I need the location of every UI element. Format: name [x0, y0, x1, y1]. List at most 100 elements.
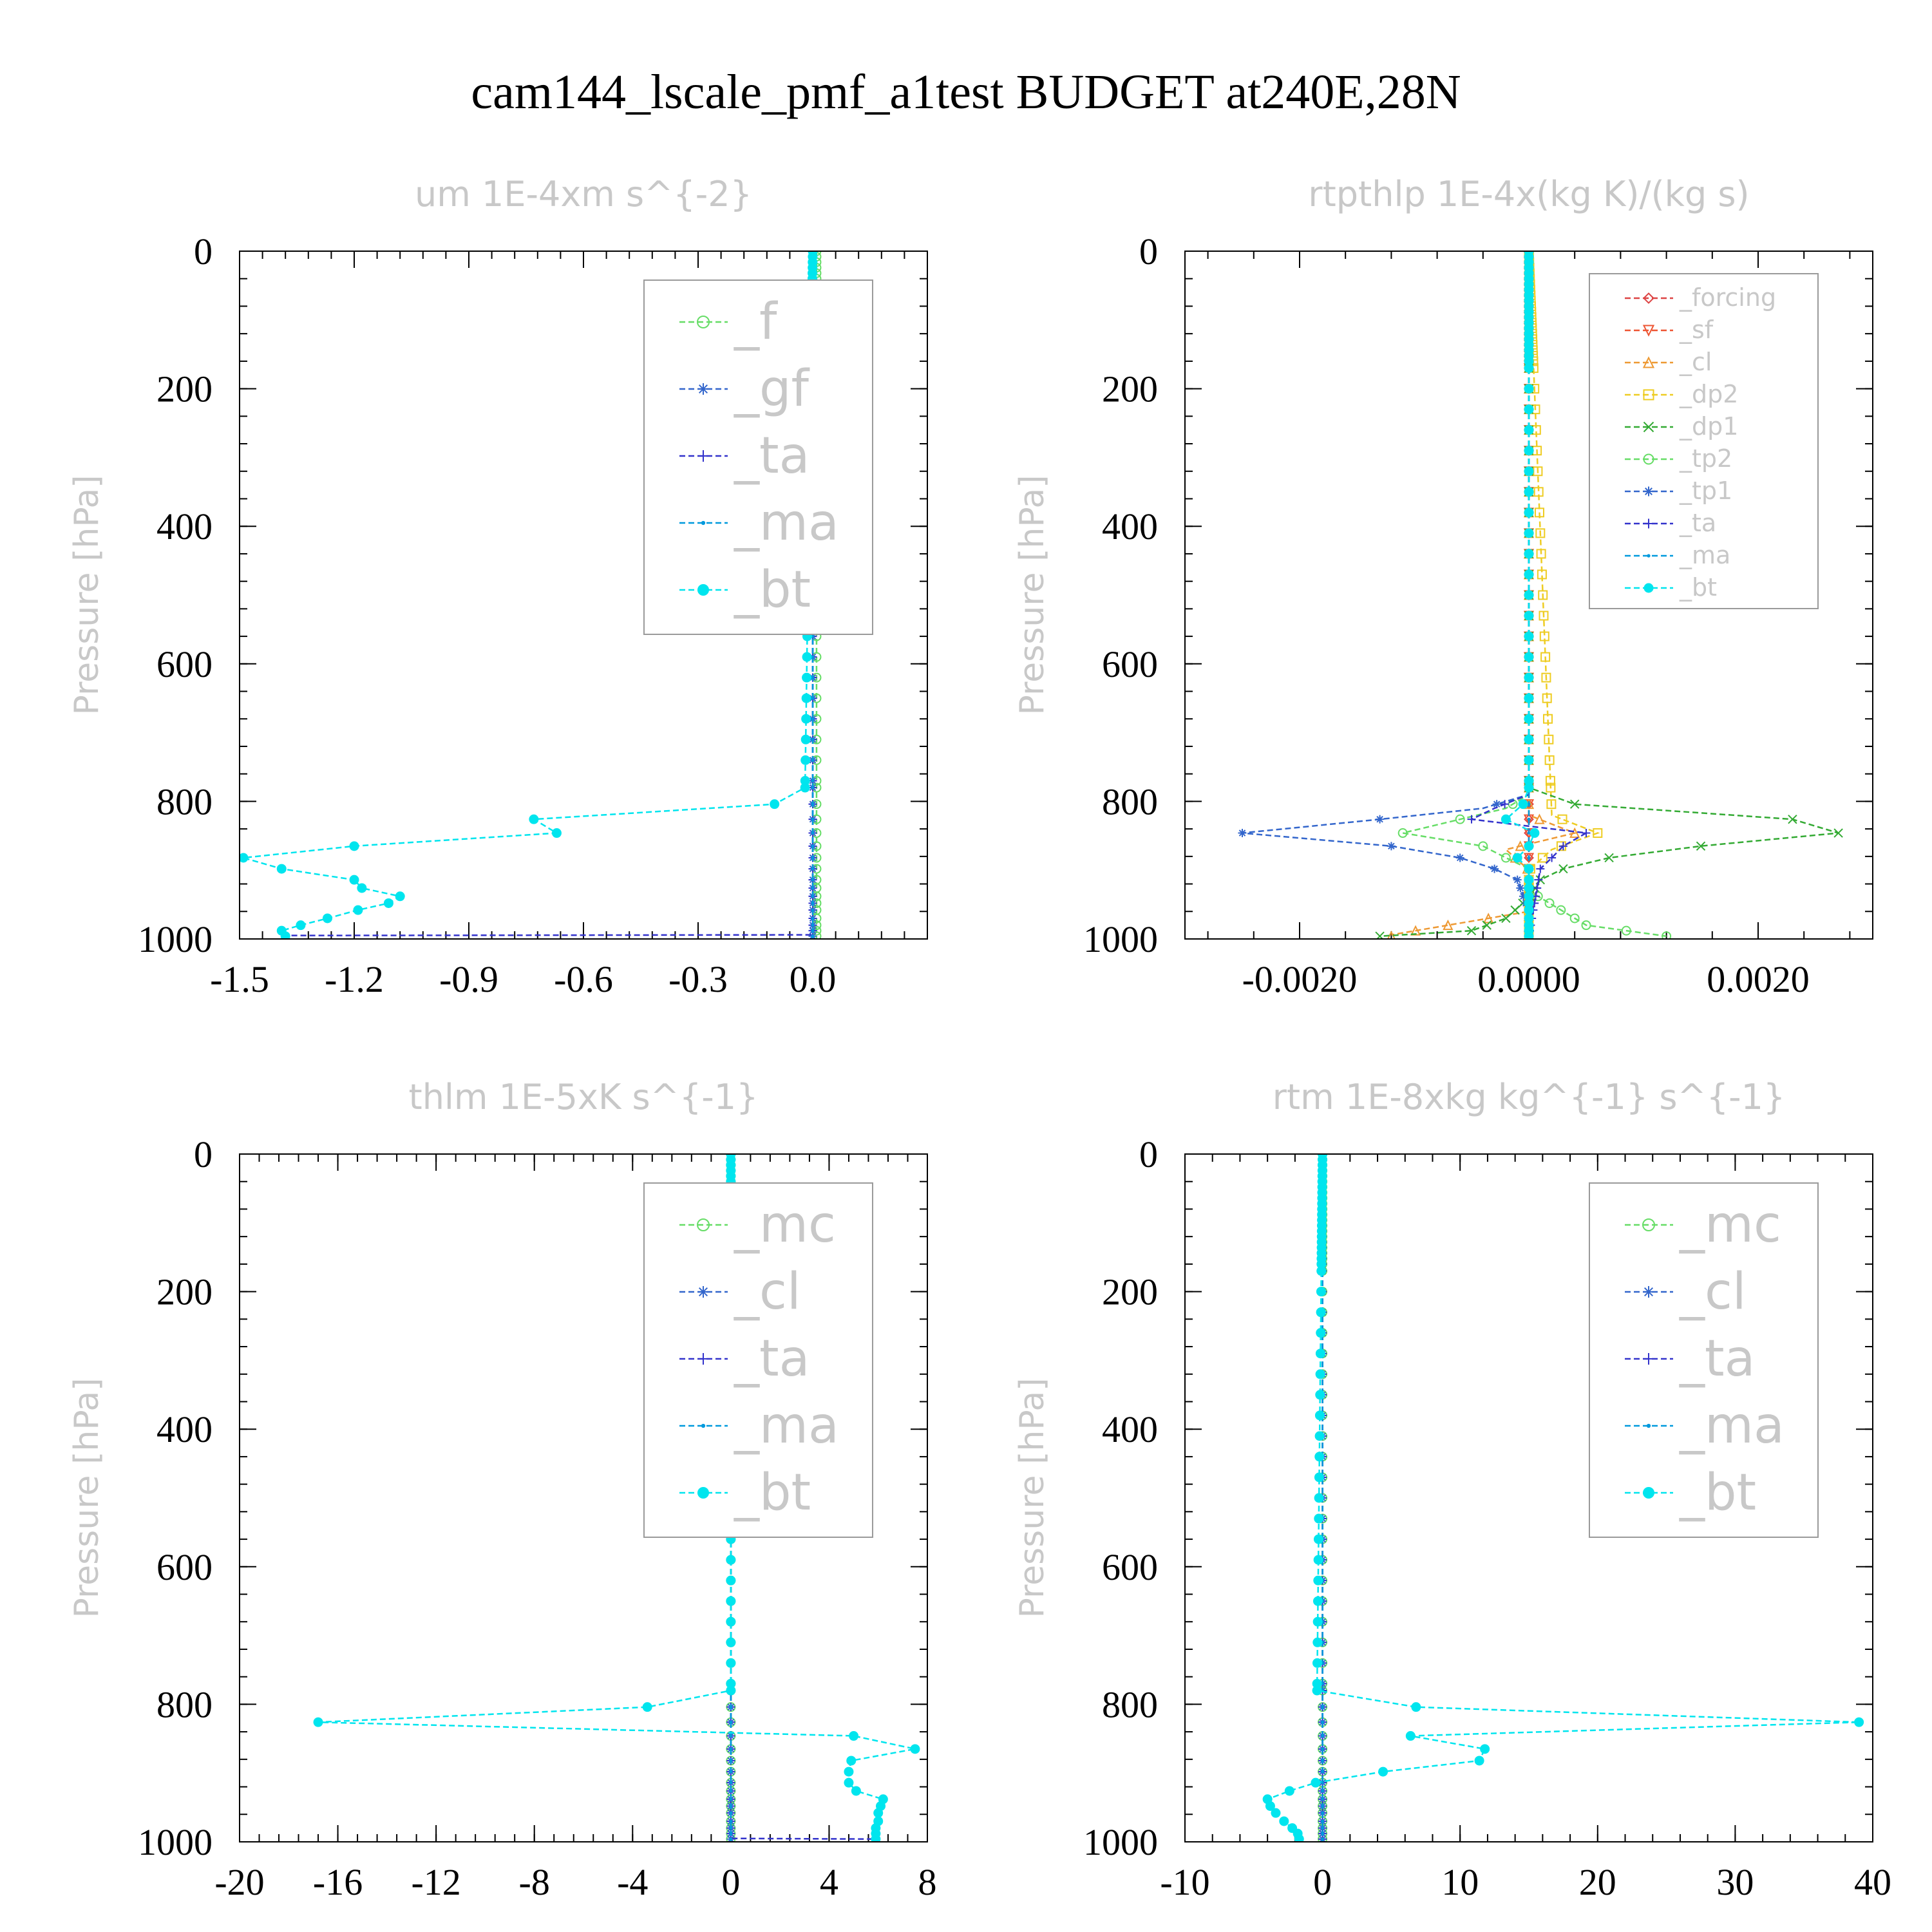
data-point — [1524, 631, 1534, 641]
data-point — [529, 814, 539, 824]
data-point — [1375, 931, 1385, 939]
data-point — [551, 828, 562, 838]
legend-item: _ta — [679, 427, 810, 485]
data-point — [1524, 404, 1534, 415]
data-point — [1321, 1747, 1325, 1751]
data-point — [1474, 1756, 1484, 1766]
data-point — [801, 693, 811, 703]
chart-panel-3: thlm 1E-5xK s^{-1} Pressure [hPa] -20 -16 -1… — [68, 1077, 937, 1903]
x-tick-label: 0.0020 — [1707, 958, 1810, 1000]
legend: _f _gf _ta _ma _bt — [643, 279, 873, 635]
data-point — [1854, 1717, 1864, 1727]
legend-label: _ma — [734, 494, 839, 552]
y-tick-label: 1000 — [138, 918, 213, 960]
x-tick-label: 0.0000 — [1477, 958, 1580, 1000]
legend-marker — [1643, 583, 1654, 593]
data-point — [1524, 734, 1534, 744]
data-point — [1556, 905, 1566, 915]
data-point — [1321, 1789, 1325, 1793]
panel-title: um 1E-4xm s^{-2} — [415, 174, 752, 214]
data-point — [1524, 590, 1534, 600]
y-tick-label: 1000 — [1083, 918, 1158, 960]
data-point — [1501, 814, 1511, 824]
data-point — [1569, 913, 1580, 923]
plot-frame — [1184, 251, 1873, 940]
data-point — [811, 717, 815, 721]
data-point — [1569, 827, 1580, 838]
data-point — [1546, 799, 1557, 810]
legend-marker — [1643, 1487, 1654, 1499]
data-point — [1539, 611, 1549, 621]
data-point — [395, 891, 405, 902]
y-tick-label: 400 — [1102, 506, 1158, 547]
data-point — [1582, 829, 1591, 838]
data-point — [1512, 853, 1522, 863]
legend-label: _cl — [1679, 348, 1712, 376]
data-point — [1524, 446, 1534, 456]
data-point — [642, 1702, 652, 1712]
y-tick-label: 800 — [1102, 781, 1158, 822]
data-point — [1544, 898, 1555, 908]
data-point — [1696, 841, 1706, 851]
data-point — [1321, 1781, 1325, 1785]
data-point — [1546, 782, 1556, 793]
data-point — [1518, 799, 1528, 810]
data-point — [729, 1819, 733, 1823]
series-cl — [1387, 251, 1580, 939]
legend-item: _mc — [679, 1196, 836, 1254]
data-point — [726, 1555, 736, 1565]
legend-item: _tp1 — [1625, 477, 1732, 505]
legend-label: _mc — [1679, 1196, 1781, 1254]
data-point — [357, 883, 367, 893]
legend-marker — [1647, 554, 1651, 558]
legend-item: _dp2 — [1625, 380, 1738, 408]
legend-item: _forcing — [1625, 283, 1776, 312]
data-point — [1539, 631, 1549, 641]
plot-frame — [239, 1153, 928, 1842]
data-point — [844, 1777, 854, 1788]
data-point — [276, 864, 287, 874]
y-tick-label: 200 — [156, 368, 213, 410]
data-point — [1536, 549, 1546, 559]
data-point — [811, 867, 815, 871]
data-point — [1411, 1702, 1421, 1712]
legend-item: _ma — [1625, 541, 1730, 569]
legend-item: _dp1 — [1625, 412, 1738, 440]
data-point — [1524, 898, 1534, 908]
y-tick-label: 800 — [156, 781, 213, 822]
data-point — [1537, 569, 1547, 580]
y-tick-label: 800 — [1102, 1683, 1158, 1725]
data-point — [811, 786, 815, 790]
legend-item: _sf — [1625, 316, 1714, 344]
x-tick-label: -20 — [214, 1861, 264, 1903]
data-point — [1271, 1808, 1281, 1818]
legend-label: _ta — [734, 427, 810, 485]
data-point — [1321, 1804, 1325, 1808]
legend-item: _gf — [679, 360, 810, 418]
data-point — [1524, 363, 1534, 374]
data-point — [349, 841, 359, 851]
chart-panel-4: rtm 1E-8xkg kg^{-1} s^{-1} Pressure [hPa]… — [1013, 1077, 1891, 1903]
legend-label: _tp1 — [1679, 477, 1732, 505]
legend-marker — [701, 520, 706, 526]
x-tick-label: 0 — [1313, 1861, 1332, 1903]
data-point — [1316, 1307, 1326, 1318]
data-point — [811, 655, 815, 659]
legend-marker — [1643, 518, 1654, 529]
legend-label: _dp1 — [1679, 412, 1738, 440]
data-point — [1621, 925, 1631, 936]
data-point — [1527, 856, 1531, 860]
data-point — [1524, 569, 1534, 580]
data-point — [800, 734, 811, 744]
data-point — [1545, 775, 1555, 786]
data-point — [1315, 1390, 1325, 1400]
legend-label: _bt — [1679, 573, 1717, 601]
x-tick-label: -12 — [411, 1861, 460, 1903]
data-point — [1524, 652, 1534, 662]
data-point — [1321, 1837, 1325, 1841]
series-bt — [1262, 1154, 1864, 1842]
legend-item: _cl — [1625, 348, 1712, 376]
legend-item: _mc — [1625, 1196, 1781, 1254]
panel-title: thlm 1E-5xK s^{-1} — [409, 1077, 759, 1117]
series-tp1 — [1238, 251, 1533, 939]
